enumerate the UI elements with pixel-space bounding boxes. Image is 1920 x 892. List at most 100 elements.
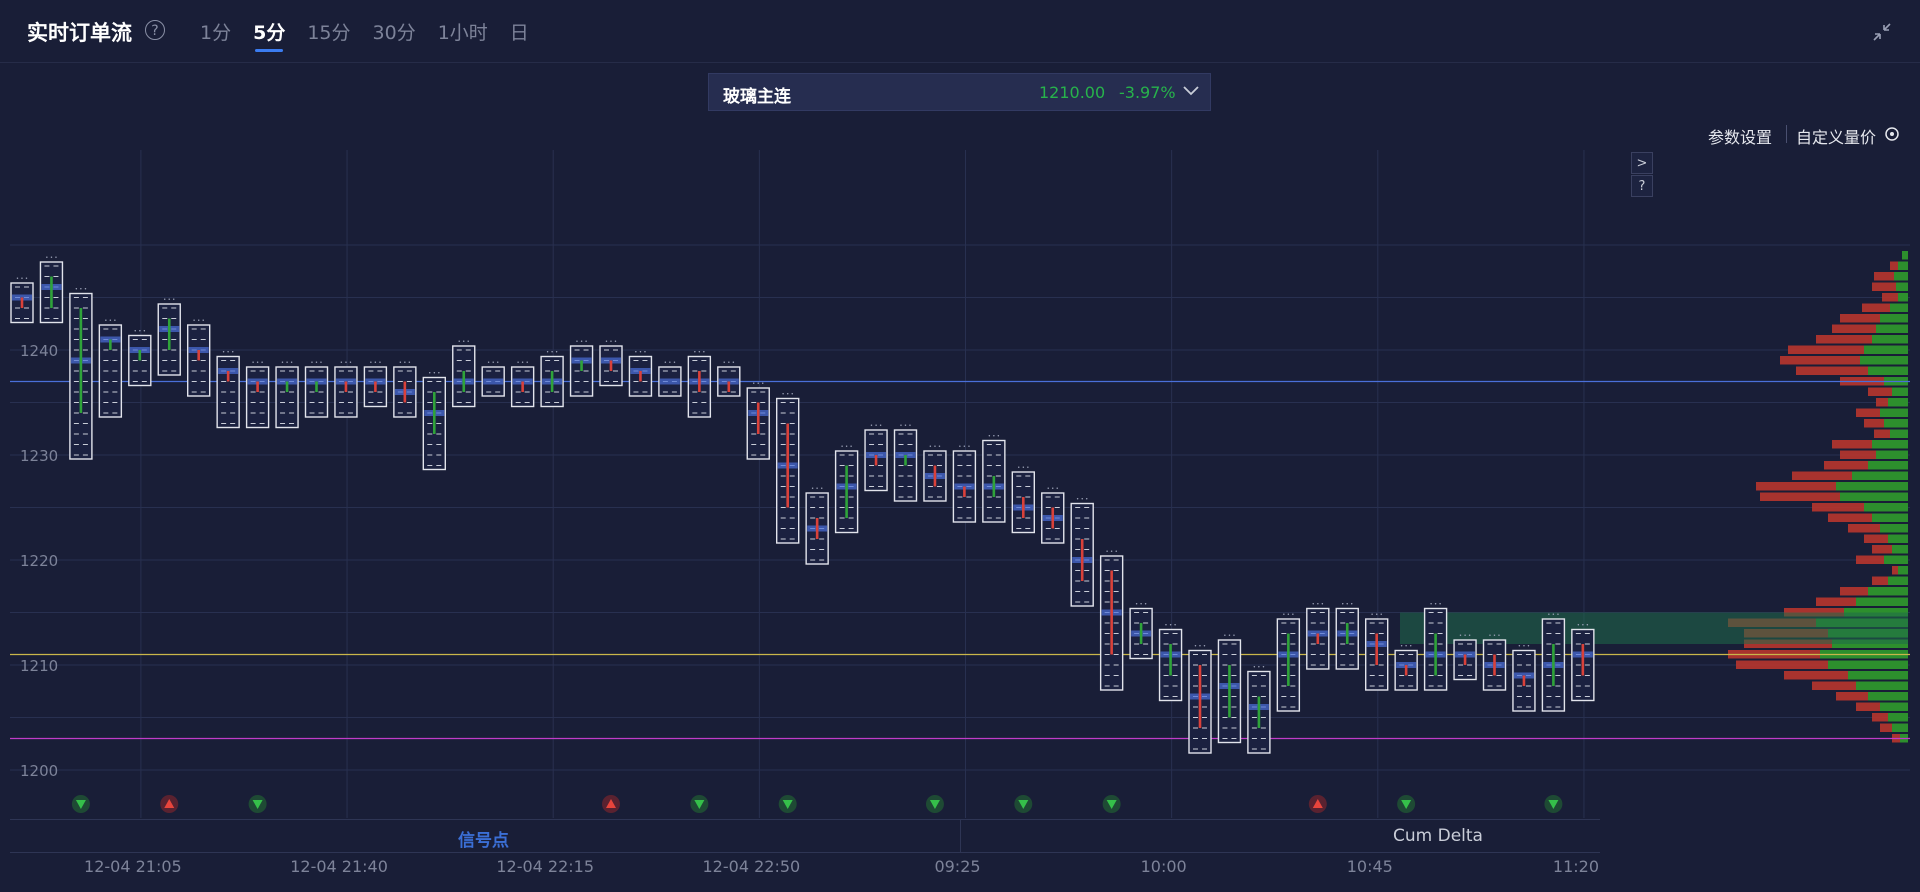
footprint-bar: • • • <box>1129 602 1153 660</box>
profile-buy-bar <box>1864 345 1908 354</box>
footprint-bar: • • • <box>1041 486 1065 544</box>
footprint-bar: • • • <box>628 350 653 397</box>
params-settings-link[interactable]: 参数设置 <box>1708 128 1773 147</box>
bar-header-dots: • • • <box>1047 486 1059 492</box>
profile-sell-bar <box>1816 597 1856 606</box>
bar-header-dots: • • • <box>399 360 411 366</box>
tab-15min[interactable]: 15分 <box>307 22 351 44</box>
profile-buy-bar <box>1844 608 1908 617</box>
footprint-bar: • • • <box>923 444 947 502</box>
settings-circle-icon[interactable] <box>1884 126 1900 142</box>
bar-header-dots: • • • <box>841 444 853 450</box>
profile-buy-bar <box>1876 450 1908 459</box>
footprint-bar: • • • <box>245 360 270 429</box>
bar-header-dots: • • • <box>16 276 28 282</box>
bar-header-dots: • • • <box>1341 602 1353 608</box>
footprint-bar: • • • <box>1188 644 1212 754</box>
signal-down-icon <box>694 800 705 809</box>
footprint-bar: • • • <box>1158 623 1183 702</box>
bar-header-dots: • • • <box>104 318 116 324</box>
instrument-selector[interactable]: 玻璃主连 1210.00 -3.97% <box>708 73 1211 111</box>
bar-header-dots: • • • <box>134 329 146 335</box>
bar-header-dots: • • • <box>1400 644 1412 650</box>
profile-buy-bar <box>1828 660 1908 669</box>
bar-header-dots: • • • <box>1518 644 1530 650</box>
chart-help-button[interactable]: ? <box>1631 175 1653 197</box>
profile-buy-bar <box>1872 335 1908 344</box>
tab-day[interactable]: 日 <box>509 22 529 44</box>
footprint-bar: • • • <box>599 339 623 387</box>
footprint-bar: • • • <box>658 360 682 397</box>
footprint-bar: • • • <box>186 318 211 397</box>
profile-buy-bar <box>1884 419 1908 428</box>
footprint-bar: • • • <box>834 444 859 534</box>
bottom-tab-divider <box>960 820 961 852</box>
profile-buy-bar <box>1896 282 1908 291</box>
profile-sell-bar <box>1880 723 1892 732</box>
tab-5min[interactable]: 5分 <box>253 18 285 52</box>
y-axis-labels: 1200 1210 1220 1230 1240 <box>20 342 58 780</box>
x-axis-labels: 12-04 21:05 12-04 21:40 12-04 22:15 12-04 2… <box>84 857 1599 876</box>
footprint-bar: • • • <box>776 392 800 544</box>
bar-header-dots: • • • <box>1194 644 1206 650</box>
profile-buy-bar <box>1902 251 1908 260</box>
bar-header-dots: • • • <box>988 434 1000 440</box>
profile-sell-bar <box>1832 324 1876 333</box>
footprint-bar: • • • <box>1364 612 1389 691</box>
footprint-bar: • • • <box>275 360 299 429</box>
profile-sell-bar <box>1840 314 1880 323</box>
bar-header-dots: • • • <box>693 350 705 356</box>
profile-buy-bar <box>1892 387 1908 396</box>
collapse-icon[interactable] <box>1870 20 1894 44</box>
profile-buy-bar <box>1876 324 1908 333</box>
bar-header-dots: • • • <box>634 350 646 356</box>
profile-buy-bar <box>1894 272 1908 281</box>
profile-sell-bar <box>1872 282 1896 291</box>
tab-1hour[interactable]: 1小时 <box>437 22 488 44</box>
y-tick-label: 1210 <box>20 657 58 675</box>
bar-header-dots: • • • <box>1165 623 1177 629</box>
bar-header-dots: • • • <box>222 350 234 356</box>
help-icon[interactable]: ? <box>145 20 165 40</box>
tab-30min[interactable]: 30分 <box>372 22 416 44</box>
footprint-bar: • • • <box>69 287 93 460</box>
expand-panel-button[interactable]: > <box>1631 152 1653 174</box>
profile-buy-bar <box>1898 293 1908 302</box>
profile-buy-bar <box>1892 723 1908 732</box>
profile-sell-bar <box>1868 387 1892 396</box>
custom-price-link[interactable]: 自定义量价 <box>1796 128 1877 147</box>
profile-sell-bar <box>1816 335 1872 344</box>
signal-up-icon <box>1312 799 1323 808</box>
bar-header-dots: • • • <box>723 360 735 366</box>
footprint-bar: • • • <box>1394 644 1418 691</box>
bar-frame <box>98 324 123 418</box>
footprint-bar: • • • <box>10 276 34 324</box>
instrument-price: 1210.00 <box>1039 83 1106 102</box>
y-tick-label: 1230 <box>20 447 58 465</box>
tab-1min[interactable]: 1分 <box>200 22 232 44</box>
bar-frame <box>245 366 270 429</box>
value-area-band <box>1400 612 1908 644</box>
chevron-down-icon[interactable] <box>1181 80 1201 100</box>
x-tick-label: 10:00 <box>1141 857 1187 876</box>
profile-sell-bar <box>1874 429 1890 438</box>
profile-buy-bar <box>1892 545 1908 554</box>
footprint-bar: • • • <box>128 329 152 387</box>
tab-cum-delta[interactable]: Cum Delta <box>1393 826 1483 846</box>
signal-markers <box>71 795 1563 813</box>
profile-sell-bar <box>1874 272 1894 281</box>
profile-sell-bar <box>1828 513 1872 522</box>
profile-sell-bar <box>1784 671 1848 680</box>
bar-frame <box>275 366 299 429</box>
footprint-bar: • • • <box>363 360 388 408</box>
signal-down-icon <box>1548 800 1559 809</box>
tab-signals[interactable]: 信号点 <box>458 831 509 851</box>
profile-buy-bar <box>1836 482 1908 491</box>
top-bar: 实时订单流 ? 1分 5分 15分 30分 1小时 日 <box>0 0 1920 63</box>
profile-buy-bar <box>1840 492 1908 501</box>
profile-sell-bar <box>1824 461 1868 470</box>
bar-header-dots: • • • <box>1371 612 1383 618</box>
footprint-bar: • • • <box>39 255 64 324</box>
footprint-bar: • • • <box>805 486 829 565</box>
